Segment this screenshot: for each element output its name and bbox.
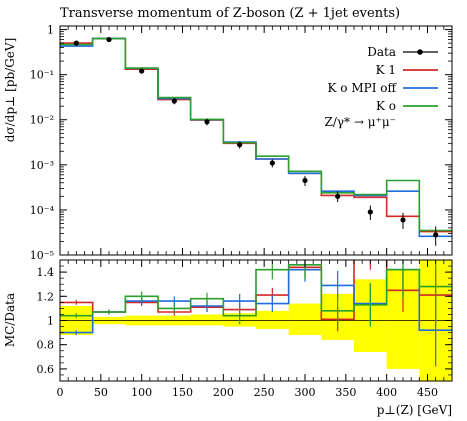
process-annotation: Z/γ* → μ⁺μ⁻	[324, 115, 396, 129]
y-tick-label-ratio: 0.6	[37, 363, 55, 376]
x-tick-label: 100	[131, 386, 152, 399]
y-tick-label-ratio: 1	[47, 315, 54, 328]
y-tick-label-main: 1	[47, 24, 54, 37]
legend-marker	[417, 49, 423, 55]
ratio-line-k-o	[60, 264, 452, 317]
legend-label: Data	[367, 45, 396, 59]
x-tick-label: 0	[57, 386, 64, 399]
legend-label: K o MPI off	[328, 81, 398, 95]
data-point	[73, 40, 79, 46]
x-tick-label: 300	[295, 386, 316, 399]
x-tick-label: 50	[94, 386, 108, 399]
data-point	[204, 119, 210, 125]
series-line-k-o	[60, 37, 452, 232]
x-tick-label: 250	[254, 386, 275, 399]
legend-label: K o	[376, 99, 396, 113]
legend: Data K 1 K o MPI off K o	[328, 45, 438, 113]
data-point	[106, 36, 112, 43]
data-point	[171, 98, 177, 104]
x-tick-label: 200	[213, 386, 234, 399]
x-tick-label: 350	[335, 386, 356, 399]
main-panel: 1 10⁻¹ 10⁻² 10⁻³ 10⁻⁴ 10⁻⁵ dσ/dp⊥ [pb/GeV] Z/…	[3, 24, 453, 262]
x-axis-label: p⊥(Z) [GeV]	[377, 403, 452, 417]
legend-label: K 1	[376, 63, 396, 77]
data-point	[400, 217, 406, 223]
data-uncertainty-band	[190, 314, 224, 326]
x-tick-label: 450	[417, 386, 438, 399]
x-tick-label: 150	[172, 386, 193, 399]
y-tick-label-ratio: 1.2	[37, 290, 55, 303]
x-tick-label: 400	[376, 386, 397, 399]
y-tick-label-main: 10⁻⁵	[30, 249, 54, 262]
data-uncertainty-band	[288, 303, 322, 336]
data-point	[302, 177, 308, 184]
data-point	[139, 68, 145, 74]
y-tick-label-main: 10⁻²	[30, 114, 54, 127]
data-point	[237, 142, 243, 148]
data-point	[433, 232, 439, 238]
y-tick-label-ratio: 1.4	[37, 266, 55, 279]
main-plot-frame	[59, 25, 453, 256]
chart-title: Transverse momentum of Z-boson (Z + 1jet…	[60, 6, 400, 21]
data-uncertainty-band	[256, 310, 289, 329]
y-axis-label-ratio: MC/Data	[3, 293, 17, 347]
y-axis-label-main: dσ/dp⊥ [pb/GeV]	[3, 38, 17, 143]
y-tick-label-main: 10⁻¹	[30, 69, 54, 82]
data-point	[335, 193, 341, 199]
ratio-panel: 0.6 0.8 1 1.2 1.4 0 50 100 150 200 250 300 350 400 450…	[3, 259, 453, 417]
data-point	[367, 209, 373, 215]
y-tick-label-ratio: 0.8	[37, 339, 55, 352]
y-tick-label-main: 10⁻⁴	[30, 204, 55, 217]
y-tick-label-main: 10⁻³	[30, 159, 54, 172]
data-point	[269, 160, 275, 166]
